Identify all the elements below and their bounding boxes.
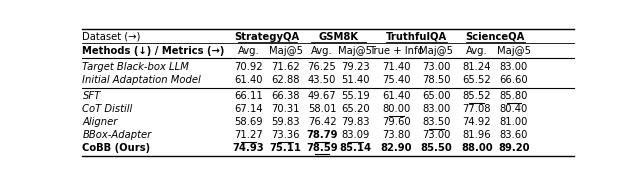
- Text: 73.00: 73.00: [422, 130, 451, 140]
- Text: 81.00: 81.00: [500, 117, 528, 127]
- Text: 78.59: 78.59: [306, 143, 338, 153]
- Text: GSM8K: GSM8K: [319, 32, 358, 42]
- Text: 78.79: 78.79: [307, 130, 338, 140]
- Text: Aligner: Aligner: [83, 117, 118, 127]
- Text: 65.52: 65.52: [463, 75, 491, 85]
- Text: 71.62: 71.62: [271, 62, 300, 72]
- Text: 70.92: 70.92: [234, 62, 263, 72]
- Text: 61.40: 61.40: [382, 91, 411, 101]
- Text: True + Info: True + Info: [369, 46, 424, 56]
- Text: Maj@5: Maj@5: [419, 46, 453, 56]
- Text: Methods (↓) / Metrics (→): Methods (↓) / Metrics (→): [83, 46, 225, 56]
- Text: 85.50: 85.50: [420, 143, 452, 153]
- Text: 75.40: 75.40: [382, 75, 411, 85]
- Text: 83.00: 83.00: [500, 62, 528, 72]
- Text: 83.00: 83.00: [422, 104, 451, 114]
- Text: 83.60: 83.60: [500, 130, 528, 140]
- Text: 81.96: 81.96: [463, 130, 491, 140]
- Text: 67.14: 67.14: [234, 104, 263, 114]
- Text: Avg.: Avg.: [238, 46, 259, 56]
- Text: 62.88: 62.88: [271, 75, 300, 85]
- Text: 74.92: 74.92: [463, 117, 491, 127]
- Text: 65.20: 65.20: [341, 104, 369, 114]
- Text: 71.27: 71.27: [234, 130, 263, 140]
- Text: 77.08: 77.08: [463, 104, 491, 114]
- Text: Avg.: Avg.: [466, 46, 488, 56]
- Text: 49.67: 49.67: [308, 91, 337, 101]
- Text: 58.69: 58.69: [234, 117, 263, 127]
- Text: Dataset (→): Dataset (→): [83, 32, 141, 42]
- Text: CoBB (Ours): CoBB (Ours): [83, 143, 150, 153]
- Text: Maj@5: Maj@5: [339, 46, 372, 56]
- Text: 74.93: 74.93: [233, 143, 264, 153]
- Text: Initial Adaptation Model: Initial Adaptation Model: [83, 75, 201, 85]
- Text: SFT: SFT: [83, 91, 100, 101]
- Text: 70.31: 70.31: [271, 104, 300, 114]
- Text: 79.83: 79.83: [341, 117, 369, 127]
- Text: Maj@5: Maj@5: [497, 46, 531, 56]
- Text: 89.20: 89.20: [499, 143, 530, 153]
- Text: StrategyQA: StrategyQA: [235, 32, 300, 42]
- Text: TruthfulQA: TruthfulQA: [386, 32, 447, 42]
- Text: 80.40: 80.40: [500, 104, 528, 114]
- Text: 78.50: 78.50: [422, 75, 451, 85]
- Text: 88.00: 88.00: [461, 143, 493, 153]
- Text: Maj@5: Maj@5: [269, 46, 303, 56]
- Text: 85.80: 85.80: [500, 91, 528, 101]
- Text: 73.80: 73.80: [382, 130, 411, 140]
- Text: 51.40: 51.40: [341, 75, 369, 85]
- Text: 65.00: 65.00: [422, 91, 451, 101]
- Text: 79.23: 79.23: [341, 62, 369, 72]
- Text: BBox-Adapter: BBox-Adapter: [83, 130, 152, 140]
- Text: 81.24: 81.24: [463, 62, 491, 72]
- Text: 80.00: 80.00: [382, 104, 411, 114]
- Text: 82.90: 82.90: [381, 143, 412, 153]
- Text: 71.40: 71.40: [382, 62, 411, 72]
- Text: 75.11: 75.11: [270, 143, 302, 153]
- Text: 73.36: 73.36: [271, 130, 300, 140]
- Text: 85.52: 85.52: [463, 91, 491, 101]
- Text: 85.14: 85.14: [339, 143, 371, 153]
- Text: 79.60: 79.60: [382, 117, 411, 127]
- Text: 83.09: 83.09: [341, 130, 369, 140]
- Text: Target Black-box LLM: Target Black-box LLM: [83, 62, 189, 72]
- Text: 58.01: 58.01: [308, 104, 336, 114]
- Text: 43.50: 43.50: [308, 75, 336, 85]
- Text: CoT Distill: CoT Distill: [83, 104, 132, 114]
- Text: 83.50: 83.50: [422, 117, 451, 127]
- Text: 76.25: 76.25: [308, 62, 337, 72]
- Text: 66.38: 66.38: [271, 91, 300, 101]
- Text: 66.11: 66.11: [234, 91, 263, 101]
- Text: ScienceQA: ScienceQA: [466, 32, 525, 42]
- Text: 55.19: 55.19: [341, 91, 370, 101]
- Text: 73.00: 73.00: [422, 62, 451, 72]
- Text: 76.42: 76.42: [308, 117, 337, 127]
- Text: 66.60: 66.60: [500, 75, 528, 85]
- Text: Avg.: Avg.: [311, 46, 333, 56]
- Text: 61.40: 61.40: [234, 75, 263, 85]
- Text: 59.83: 59.83: [271, 117, 300, 127]
